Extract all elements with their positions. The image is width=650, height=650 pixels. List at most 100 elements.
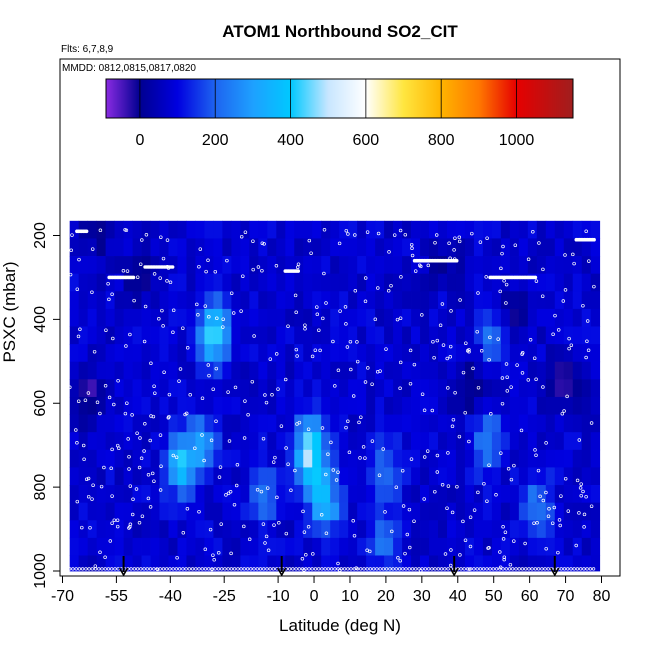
colorbar-segment <box>506 79 508 118</box>
heatmap-cell <box>491 308 502 327</box>
sample-point <box>353 233 357 237</box>
sample-point <box>389 283 393 288</box>
sample-point <box>214 419 218 424</box>
flight-level-point <box>592 237 596 242</box>
colorbar-segment <box>502 79 504 118</box>
heatmap-cell <box>554 256 565 275</box>
heatmap-cell <box>204 291 214 310</box>
heatmap-cell <box>276 537 286 556</box>
colorbar-segment <box>550 79 552 118</box>
sample-point <box>449 309 453 313</box>
heatmap-cell <box>536 449 547 468</box>
heatmap-cell <box>132 485 142 504</box>
heatmap-cell <box>321 449 331 468</box>
heatmap-cell <box>267 449 277 468</box>
sample-point <box>407 507 412 512</box>
heatmap-cell <box>420 326 430 345</box>
colorbar-segment <box>317 79 319 118</box>
heatmap-cell <box>249 414 259 433</box>
heatmap-cell <box>393 379 403 398</box>
heatmap-cell <box>455 555 466 572</box>
heatmap-cell <box>204 344 214 363</box>
heatmap-cell <box>141 361 151 380</box>
heatmap-cell <box>545 432 556 451</box>
colorbar-segment <box>466 79 468 118</box>
sample-point <box>75 499 80 504</box>
heatmap-cell <box>330 467 340 486</box>
heatmap-cell <box>339 537 349 556</box>
heatmap-cell <box>572 291 583 310</box>
surface-point <box>139 567 143 571</box>
heatmap-cell <box>267 273 277 292</box>
colorbar-segment <box>165 79 167 118</box>
sample-point <box>261 436 266 441</box>
colorbar-segment <box>546 79 548 118</box>
heatmap-cell <box>393 537 403 556</box>
colorbar-segment <box>446 79 448 118</box>
sample-point <box>353 289 358 293</box>
colorbar-segment <box>257 79 259 118</box>
colorbar-segment <box>119 79 121 118</box>
heatmap-cell <box>375 326 385 345</box>
heatmap-cell <box>132 291 142 310</box>
heatmap-cell <box>141 326 151 345</box>
surface-point <box>404 567 408 571</box>
colorbar-segment <box>537 79 539 118</box>
colorbar-segment <box>282 79 284 118</box>
heatmap-cell <box>348 379 358 398</box>
colorbar-segment <box>411 79 413 118</box>
heatmap-cell <box>231 308 241 327</box>
heatmap-cell <box>222 273 232 292</box>
heatmap-cell <box>141 291 151 310</box>
sample-point <box>408 348 413 353</box>
heatmap-cell <box>339 502 349 521</box>
colorbar-segment <box>532 79 534 118</box>
heatmap-cell <box>500 344 511 363</box>
heatmap-cell <box>348 238 358 257</box>
heatmap-cell <box>87 361 98 380</box>
sample-point <box>273 455 277 460</box>
heatmap-cell <box>222 396 232 415</box>
surface-point <box>171 567 175 571</box>
heatmap-cell <box>258 326 268 345</box>
heatmap-cell <box>186 432 196 451</box>
heatmap-cell <box>96 238 107 257</box>
colorbar-segment <box>570 79 572 118</box>
surface-point <box>317 567 321 571</box>
heatmap-cell <box>150 291 160 310</box>
heatmap-cell <box>455 344 466 363</box>
sample-point <box>132 298 136 303</box>
chart-title: ATOM1 Northbound SO2_CIT <box>222 22 458 41</box>
heatmap-cell <box>491 520 502 539</box>
heatmap-cell <box>545 326 556 345</box>
heatmap-cell <box>150 485 160 504</box>
heatmap-cell <box>78 238 89 257</box>
heatmap-cell <box>96 449 107 468</box>
colorbar-segment <box>400 79 402 118</box>
heatmap-cell <box>69 467 80 486</box>
sample-point <box>498 565 503 570</box>
colorbar-segment <box>419 79 421 118</box>
heatmap-cell <box>285 537 295 556</box>
surface-point <box>375 567 379 571</box>
heatmap-cell <box>177 361 187 380</box>
colorbar-segment <box>442 79 444 118</box>
surface-point <box>90 567 94 571</box>
heatmap-cell <box>438 220 448 239</box>
surface-point <box>430 567 434 571</box>
sample-point <box>386 289 391 293</box>
heatmap-cell <box>303 379 313 398</box>
surface-point <box>362 567 366 571</box>
heatmap-cell <box>339 555 349 572</box>
sample-point <box>95 400 100 405</box>
heatmap-cell <box>330 220 340 239</box>
colorbar-segment <box>114 79 116 118</box>
colorbar-segment <box>555 79 557 118</box>
sample-point <box>489 412 493 416</box>
heatmap-cell <box>384 344 394 363</box>
heatmap-cell <box>330 449 340 468</box>
heatmap-cell <box>195 432 205 451</box>
sample-point <box>283 377 288 382</box>
heatmap-cell <box>150 379 160 398</box>
colorbar-tick-label: 200 <box>202 132 229 149</box>
